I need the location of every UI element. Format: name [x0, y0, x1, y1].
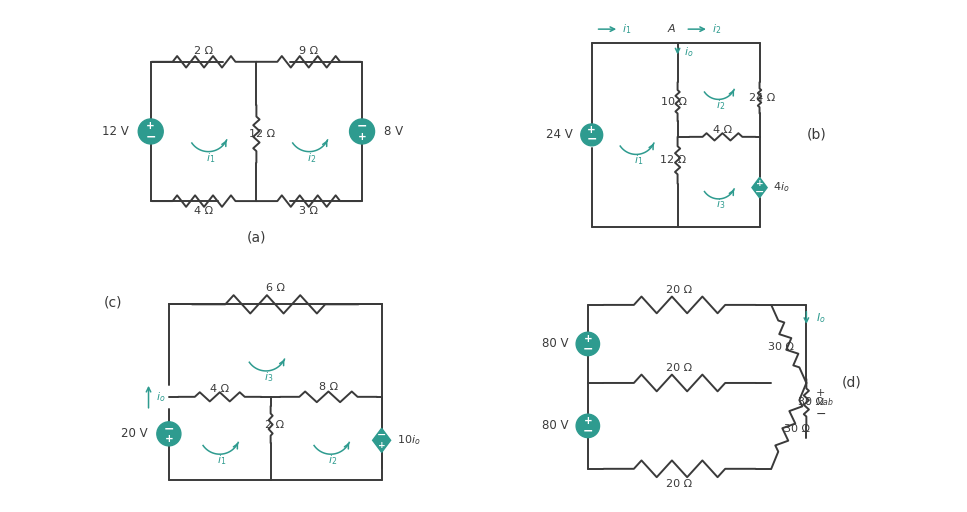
Text: 20 V: 20 V — [121, 428, 148, 440]
Text: $i_2$: $i_2$ — [716, 98, 725, 112]
Text: $i_2$: $i_2$ — [307, 152, 316, 165]
Text: +: + — [587, 125, 596, 135]
Text: 30 Ω: 30 Ω — [768, 343, 794, 352]
Text: +: + — [583, 334, 592, 344]
Text: −: − — [377, 430, 386, 440]
Circle shape — [138, 119, 163, 144]
Text: $i_1$: $i_1$ — [218, 454, 226, 467]
Text: 30 Ω: 30 Ω — [784, 424, 810, 434]
Text: A: A — [667, 24, 675, 34]
Text: $v_{ab}$: $v_{ab}$ — [816, 397, 834, 409]
Text: (a): (a) — [247, 230, 266, 244]
Text: +: + — [146, 121, 155, 131]
Text: −: − — [586, 133, 597, 146]
Polygon shape — [372, 428, 391, 452]
Text: +: + — [583, 416, 592, 426]
Text: +: + — [378, 441, 386, 450]
Text: (c): (c) — [104, 295, 123, 309]
Text: 4 Ω: 4 Ω — [194, 206, 214, 217]
Text: −: − — [582, 424, 593, 437]
Text: $10i_o$: $10i_o$ — [397, 434, 421, 447]
Text: 2 Ω: 2 Ω — [194, 47, 214, 56]
Text: −: − — [163, 422, 174, 435]
Text: 6 Ω: 6 Ω — [266, 283, 284, 293]
Text: 4 Ω: 4 Ω — [210, 383, 229, 394]
Text: $i_o$: $i_o$ — [684, 46, 693, 59]
Text: 24 Ω: 24 Ω — [749, 93, 776, 103]
Text: 3 Ω: 3 Ω — [299, 206, 318, 217]
Text: 12 Ω: 12 Ω — [249, 129, 276, 139]
Text: −: − — [145, 130, 156, 143]
Text: −: − — [755, 187, 764, 197]
Text: +: + — [756, 179, 763, 188]
Text: −: − — [816, 408, 826, 421]
Text: $i_3$: $i_3$ — [264, 370, 273, 384]
Text: 10 Ω: 10 Ω — [660, 97, 687, 106]
Text: 20 Ω: 20 Ω — [666, 285, 692, 295]
Text: +: + — [816, 388, 825, 398]
Text: $i_o$: $i_o$ — [156, 390, 165, 404]
Text: 9 Ω: 9 Ω — [299, 47, 318, 56]
Text: 20 Ω: 20 Ω — [666, 363, 692, 373]
Circle shape — [350, 119, 374, 144]
Text: +: + — [164, 434, 173, 444]
Text: $i_1$: $i_1$ — [206, 152, 216, 165]
Text: 80 V: 80 V — [542, 337, 569, 350]
Circle shape — [581, 124, 602, 146]
Text: $i_3$: $i_3$ — [716, 197, 725, 211]
Text: 8 V: 8 V — [384, 125, 403, 138]
Text: 4 Ω: 4 Ω — [713, 125, 732, 135]
Polygon shape — [752, 178, 767, 198]
Circle shape — [157, 422, 181, 446]
Text: 2 Ω: 2 Ω — [265, 419, 284, 430]
Text: 20 Ω: 20 Ω — [666, 479, 692, 489]
Circle shape — [576, 332, 600, 356]
Text: 30 Ω: 30 Ω — [798, 397, 824, 408]
Text: $i_2$: $i_2$ — [329, 454, 337, 467]
Text: $i_1$: $i_1$ — [622, 22, 631, 36]
Text: $i_2$: $i_2$ — [712, 22, 721, 36]
Text: 24 V: 24 V — [546, 129, 573, 141]
Text: 8 Ω: 8 Ω — [319, 382, 338, 392]
Text: −: − — [357, 120, 367, 133]
Text: (b): (b) — [806, 128, 826, 142]
Text: +: + — [358, 132, 366, 142]
Text: −: − — [582, 343, 593, 355]
Text: $i_1$: $i_1$ — [633, 153, 643, 167]
Text: (d): (d) — [841, 376, 862, 390]
Text: $I_o$: $I_o$ — [816, 311, 826, 325]
Text: 12 V: 12 V — [102, 125, 129, 138]
Text: $4i_o$: $4i_o$ — [773, 181, 789, 195]
Circle shape — [576, 414, 600, 438]
Text: 12 Ω: 12 Ω — [659, 155, 686, 165]
Text: 80 V: 80 V — [542, 419, 569, 433]
